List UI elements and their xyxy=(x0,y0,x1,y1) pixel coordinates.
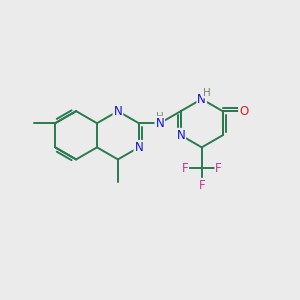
Text: N: N xyxy=(134,141,143,154)
Text: H: H xyxy=(203,88,211,98)
Text: F: F xyxy=(198,179,205,192)
Text: N: N xyxy=(155,117,164,130)
Text: H: H xyxy=(156,112,164,122)
Text: O: O xyxy=(239,105,248,118)
Text: N: N xyxy=(176,129,185,142)
Text: N: N xyxy=(197,93,206,106)
Text: F: F xyxy=(182,162,188,175)
Text: F: F xyxy=(215,162,222,175)
Text: N: N xyxy=(113,105,122,118)
